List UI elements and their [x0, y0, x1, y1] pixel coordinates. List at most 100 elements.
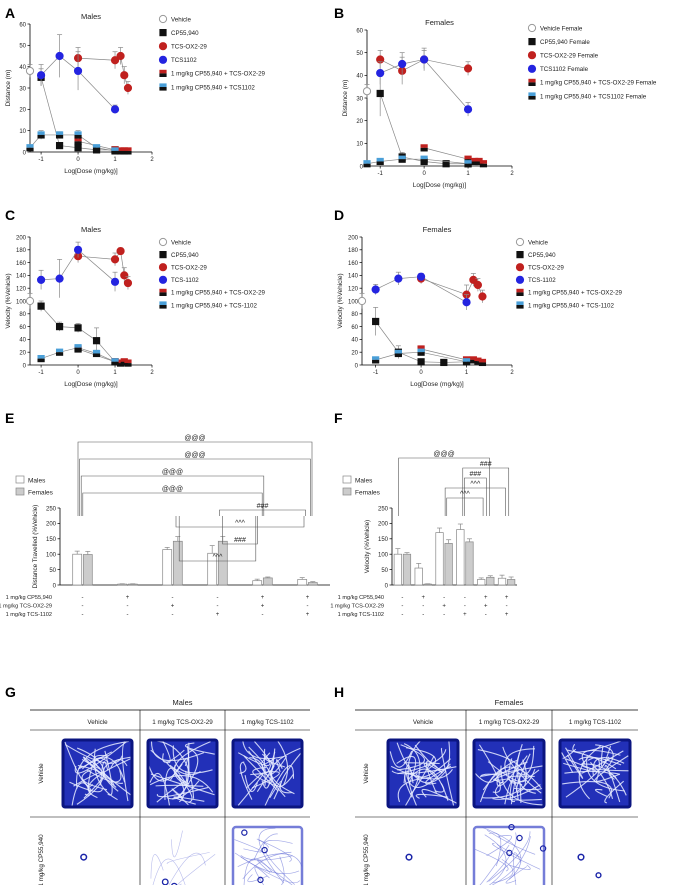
series-b-5: 1 mg/kg CP55,940 + TCS1102 Female — [363, 92, 647, 168]
trajectory-path — [486, 829, 536, 855]
trajectory-path — [110, 759, 128, 769]
trajectory-path — [75, 740, 129, 789]
series-a-0: Vehicle — [25, 14, 192, 78]
trajectory-path — [488, 831, 531, 882]
treatment-sign: - — [127, 604, 129, 610]
marker-top-half — [469, 356, 477, 360]
series-d-4: 1 mg/kg CP55,940 + TCS-OX2-29 — [417, 288, 623, 367]
chart-title-a: Males — [81, 12, 101, 21]
data-point — [371, 285, 380, 294]
x-tick-label: -1 — [38, 157, 44, 163]
legend-marker — [516, 301, 524, 309]
marker-top-half — [516, 288, 524, 293]
trajectory-path — [78, 751, 113, 770]
trajectory-path — [171, 788, 189, 806]
marker-top-half — [55, 131, 64, 135]
series-c-5: 1 mg/kg CP55,940 + TCS-1102 — [37, 301, 257, 366]
data-point — [116, 147, 125, 155]
y-tick-label: 80 — [19, 312, 26, 318]
x-tick-label: 1 — [466, 171, 470, 177]
trajectory-heatmap-cell — [231, 825, 304, 885]
data-point — [37, 131, 45, 139]
trajectory-path — [239, 761, 253, 800]
trajectory-heatmap-cell — [80, 853, 88, 861]
trajectory-path — [86, 769, 122, 783]
trajectory-spot — [261, 846, 268, 854]
data-point — [37, 355, 45, 363]
panel-d-line-chart: Females 0 20 40 60 80 100 120 140 160 180 200 -1 0 1 2 L… — [337, 225, 623, 388]
marker-top-half — [55, 348, 64, 353]
legend-marker — [527, 64, 537, 73]
marker-top-half — [528, 78, 536, 83]
y-tick-label: 250 — [378, 506, 389, 512]
legend-marker — [515, 237, 525, 247]
y-tick-label: 20 — [19, 351, 26, 357]
column-label: 1 mg/kg TCS-1102 — [241, 719, 294, 726]
marker-bottom-half — [111, 361, 119, 366]
marker-bottom-half — [55, 352, 64, 356]
treatment-sign: - — [172, 595, 174, 601]
treatment-sign: + — [261, 595, 265, 601]
trajectory-path — [474, 848, 509, 872]
data-point — [120, 358, 128, 366]
x-tick-label: -1 — [378, 171, 384, 177]
legend-marker — [158, 237, 168, 247]
bar — [297, 579, 308, 586]
significance-label: ### — [469, 471, 481, 478]
marker-bottom-half — [462, 361, 471, 366]
trajectory-path — [82, 756, 117, 788]
y-tick-label: 120 — [16, 287, 27, 293]
trajectory-path — [486, 835, 512, 856]
marker-bottom-half — [516, 292, 524, 296]
panel-e-bar-chart: 0 50 100 150 200 250 Distance Travelled (%Vehi… — [0, 435, 330, 618]
trajectory-path — [87, 758, 132, 799]
trajectory-path — [258, 827, 285, 884]
y-tick-label: 10 — [356, 142, 363, 148]
marker-top-half — [417, 345, 425, 349]
series-a-3: TCS1102 — [36, 34, 197, 114]
panel-letter-d: D — [334, 207, 344, 223]
y-tick-label: 0 — [355, 363, 359, 369]
data-point — [475, 157, 483, 166]
trajectory-path — [257, 859, 293, 885]
heatmap-density-fill — [233, 740, 302, 807]
trajectory-path — [176, 853, 216, 885]
treatment-sign: + — [505, 612, 509, 618]
legend-label: Vehicle — [171, 16, 192, 23]
series-c-0: Vehicle — [25, 237, 192, 309]
trajectory-path — [608, 772, 621, 780]
legend-marker — [516, 251, 524, 259]
legend-marker — [528, 78, 536, 86]
panel-letter-c: C — [5, 207, 15, 223]
data-point — [92, 144, 101, 152]
data-point — [442, 160, 450, 168]
trajectory-spot — [405, 853, 413, 861]
treatment-sign: - — [464, 604, 466, 610]
marker-top-half — [124, 359, 132, 364]
significance-bracket — [446, 497, 484, 516]
significance-label: @@@ — [433, 451, 454, 458]
bar — [307, 582, 318, 586]
panel-letter-b: B — [334, 5, 344, 21]
legend-label: CP55,940 — [528, 252, 556, 259]
legend-marker — [159, 301, 167, 309]
marker-bottom-half — [471, 161, 479, 166]
legend-label: CP55,940 — [171, 252, 199, 259]
y-tick-label: 140 — [16, 274, 27, 280]
data-point — [110, 255, 120, 264]
data-point — [372, 317, 380, 326]
marker-bottom-half — [55, 134, 64, 139]
y-tick-label: 50 — [381, 568, 388, 574]
marker-bottom-half — [74, 141, 82, 145]
bar — [252, 580, 263, 586]
trajectory-path — [482, 827, 522, 880]
bar — [402, 553, 412, 586]
trajectory-path — [604, 780, 625, 804]
data-point — [363, 160, 371, 168]
treatment-sign: - — [506, 604, 508, 610]
trajectory-path — [234, 852, 301, 884]
legend-label: CP55,940 — [171, 30, 199, 37]
x-axis-label: Log[Dose (mg/kg)] — [64, 168, 118, 175]
y-tick-label: 10 — [19, 129, 26, 135]
